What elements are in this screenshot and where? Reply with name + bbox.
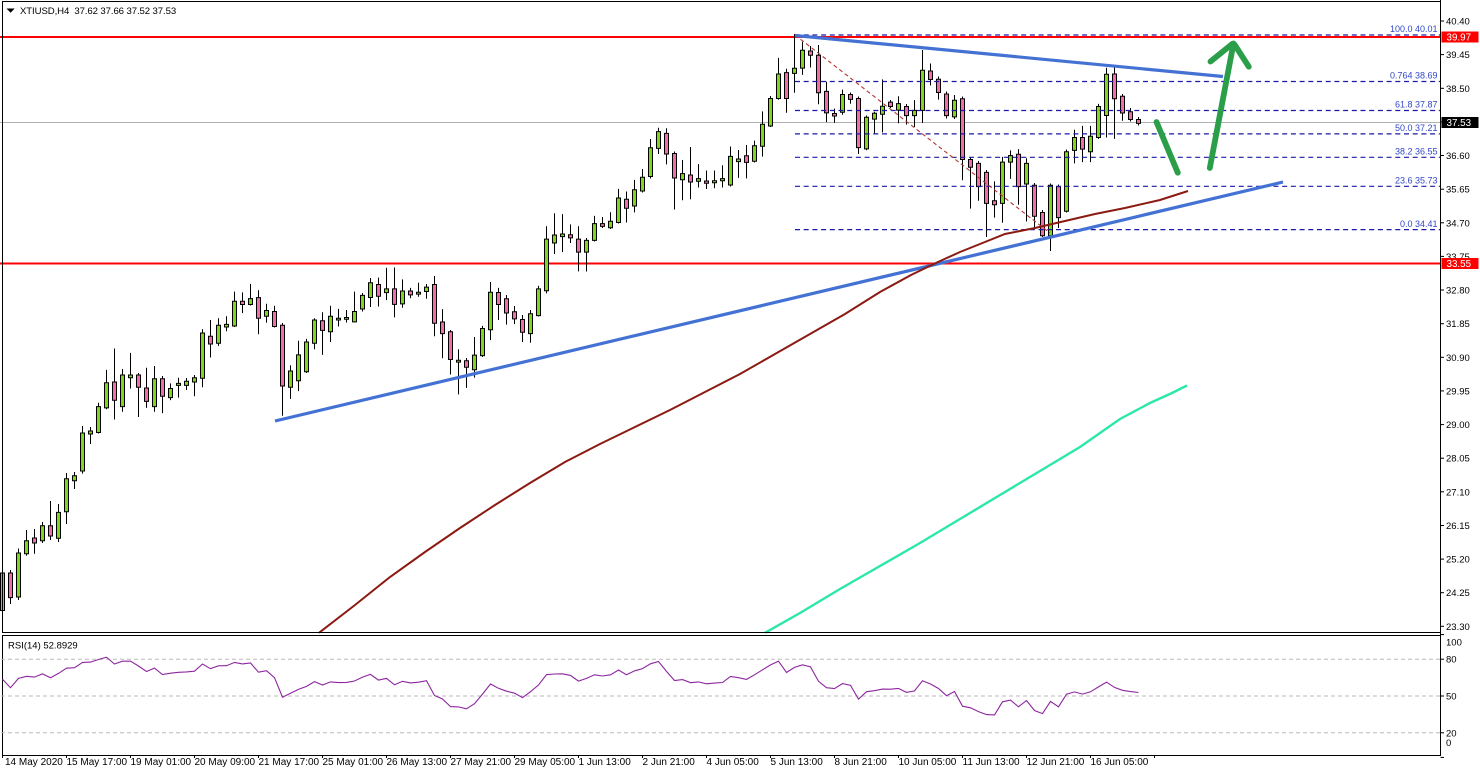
svg-text:39.97: 39.97 bbox=[1447, 32, 1472, 43]
svg-text:23.30: 23.30 bbox=[1446, 622, 1470, 633]
svg-text:21 May 17:00: 21 May 17:00 bbox=[259, 757, 320, 768]
svg-text:80: 80 bbox=[1446, 655, 1457, 666]
svg-text:40.40: 40.40 bbox=[1446, 17, 1470, 28]
svg-text:35.65: 35.65 bbox=[1446, 185, 1470, 196]
svg-text:11 Jun 13:00: 11 Jun 13:00 bbox=[963, 757, 1021, 768]
svg-text:38.50: 38.50 bbox=[1446, 84, 1470, 95]
svg-text:10 Jun 05:00: 10 Jun 05:00 bbox=[899, 757, 957, 768]
svg-text:61.8 37.87: 61.8 37.87 bbox=[1395, 100, 1438, 110]
svg-text:33.75: 33.75 bbox=[1446, 252, 1470, 263]
svg-text:25 May 01:00: 25 May 01:00 bbox=[323, 757, 384, 768]
svg-text:12 Jun 21:00: 12 Jun 21:00 bbox=[1027, 757, 1085, 768]
svg-text:XTIUSD,H4 37.62 37.66 37.52 3: XTIUSD,H4 37.62 37.66 37.52 37.53 bbox=[20, 6, 176, 17]
svg-text:30.90: 30.90 bbox=[1446, 353, 1470, 364]
svg-text:16 Jun 05:00: 16 Jun 05:00 bbox=[1091, 757, 1149, 768]
svg-text:14 May 2020: 14 May 2020 bbox=[5, 757, 63, 768]
svg-text:28.05: 28.05 bbox=[1446, 454, 1470, 465]
svg-text:29 May 05:00: 29 May 05:00 bbox=[515, 757, 576, 768]
svg-text:32.80: 32.80 bbox=[1446, 286, 1470, 297]
svg-text:27.10: 27.10 bbox=[1446, 487, 1470, 498]
svg-text:1 Jun 13:00: 1 Jun 13:00 bbox=[579, 757, 632, 768]
svg-text:20: 20 bbox=[1446, 728, 1457, 739]
svg-text:23.6 35.73: 23.6 35.73 bbox=[1395, 176, 1438, 186]
svg-text:4 Jun 05:00: 4 Jun 05:00 bbox=[707, 757, 760, 768]
svg-text:RSI(14) 52.8929: RSI(14) 52.8929 bbox=[8, 641, 78, 652]
svg-text:34.70: 34.70 bbox=[1446, 218, 1470, 229]
svg-text:33.55: 33.55 bbox=[1447, 259, 1472, 270]
svg-text:27 May 21:00: 27 May 21:00 bbox=[451, 757, 512, 768]
svg-text:25.20: 25.20 bbox=[1446, 555, 1470, 566]
svg-text:31.85: 31.85 bbox=[1446, 319, 1470, 330]
svg-text:38.2 36.55: 38.2 36.55 bbox=[1395, 147, 1438, 157]
svg-text:37.53: 37.53 bbox=[1447, 118, 1472, 129]
svg-text:5 Jun 13:00: 5 Jun 13:00 bbox=[771, 757, 824, 768]
svg-text:100.0 40.01: 100.0 40.01 bbox=[1390, 24, 1438, 34]
svg-text:24.25: 24.25 bbox=[1446, 588, 1470, 599]
svg-text:100: 100 bbox=[1446, 638, 1462, 649]
svg-text:39.45: 39.45 bbox=[1446, 50, 1470, 61]
svg-text:29.00: 29.00 bbox=[1446, 420, 1470, 431]
svg-text:20 May 09:00: 20 May 09:00 bbox=[195, 757, 256, 768]
svg-text:8 Jun 21:00: 8 Jun 21:00 bbox=[835, 757, 888, 768]
svg-text:15 May 17:00: 15 May 17:00 bbox=[67, 757, 128, 768]
svg-text:26 May 13:00: 26 May 13:00 bbox=[387, 757, 448, 768]
svg-text:0.0 34.41: 0.0 34.41 bbox=[1400, 219, 1438, 229]
svg-text:50.0 37.21: 50.0 37.21 bbox=[1395, 123, 1438, 133]
svg-text:0: 0 bbox=[1446, 738, 1451, 749]
svg-text:2 Jun 21:00: 2 Jun 21:00 bbox=[643, 757, 696, 768]
svg-text:50: 50 bbox=[1446, 692, 1457, 703]
svg-text:19 May 01:00: 19 May 01:00 bbox=[131, 757, 192, 768]
svg-text:26.15: 26.15 bbox=[1446, 521, 1470, 532]
svg-text:0.764 38.69: 0.764 38.69 bbox=[1390, 71, 1438, 81]
svg-text:29.95: 29.95 bbox=[1446, 386, 1470, 397]
svg-text:36.60: 36.60 bbox=[1446, 151, 1470, 162]
